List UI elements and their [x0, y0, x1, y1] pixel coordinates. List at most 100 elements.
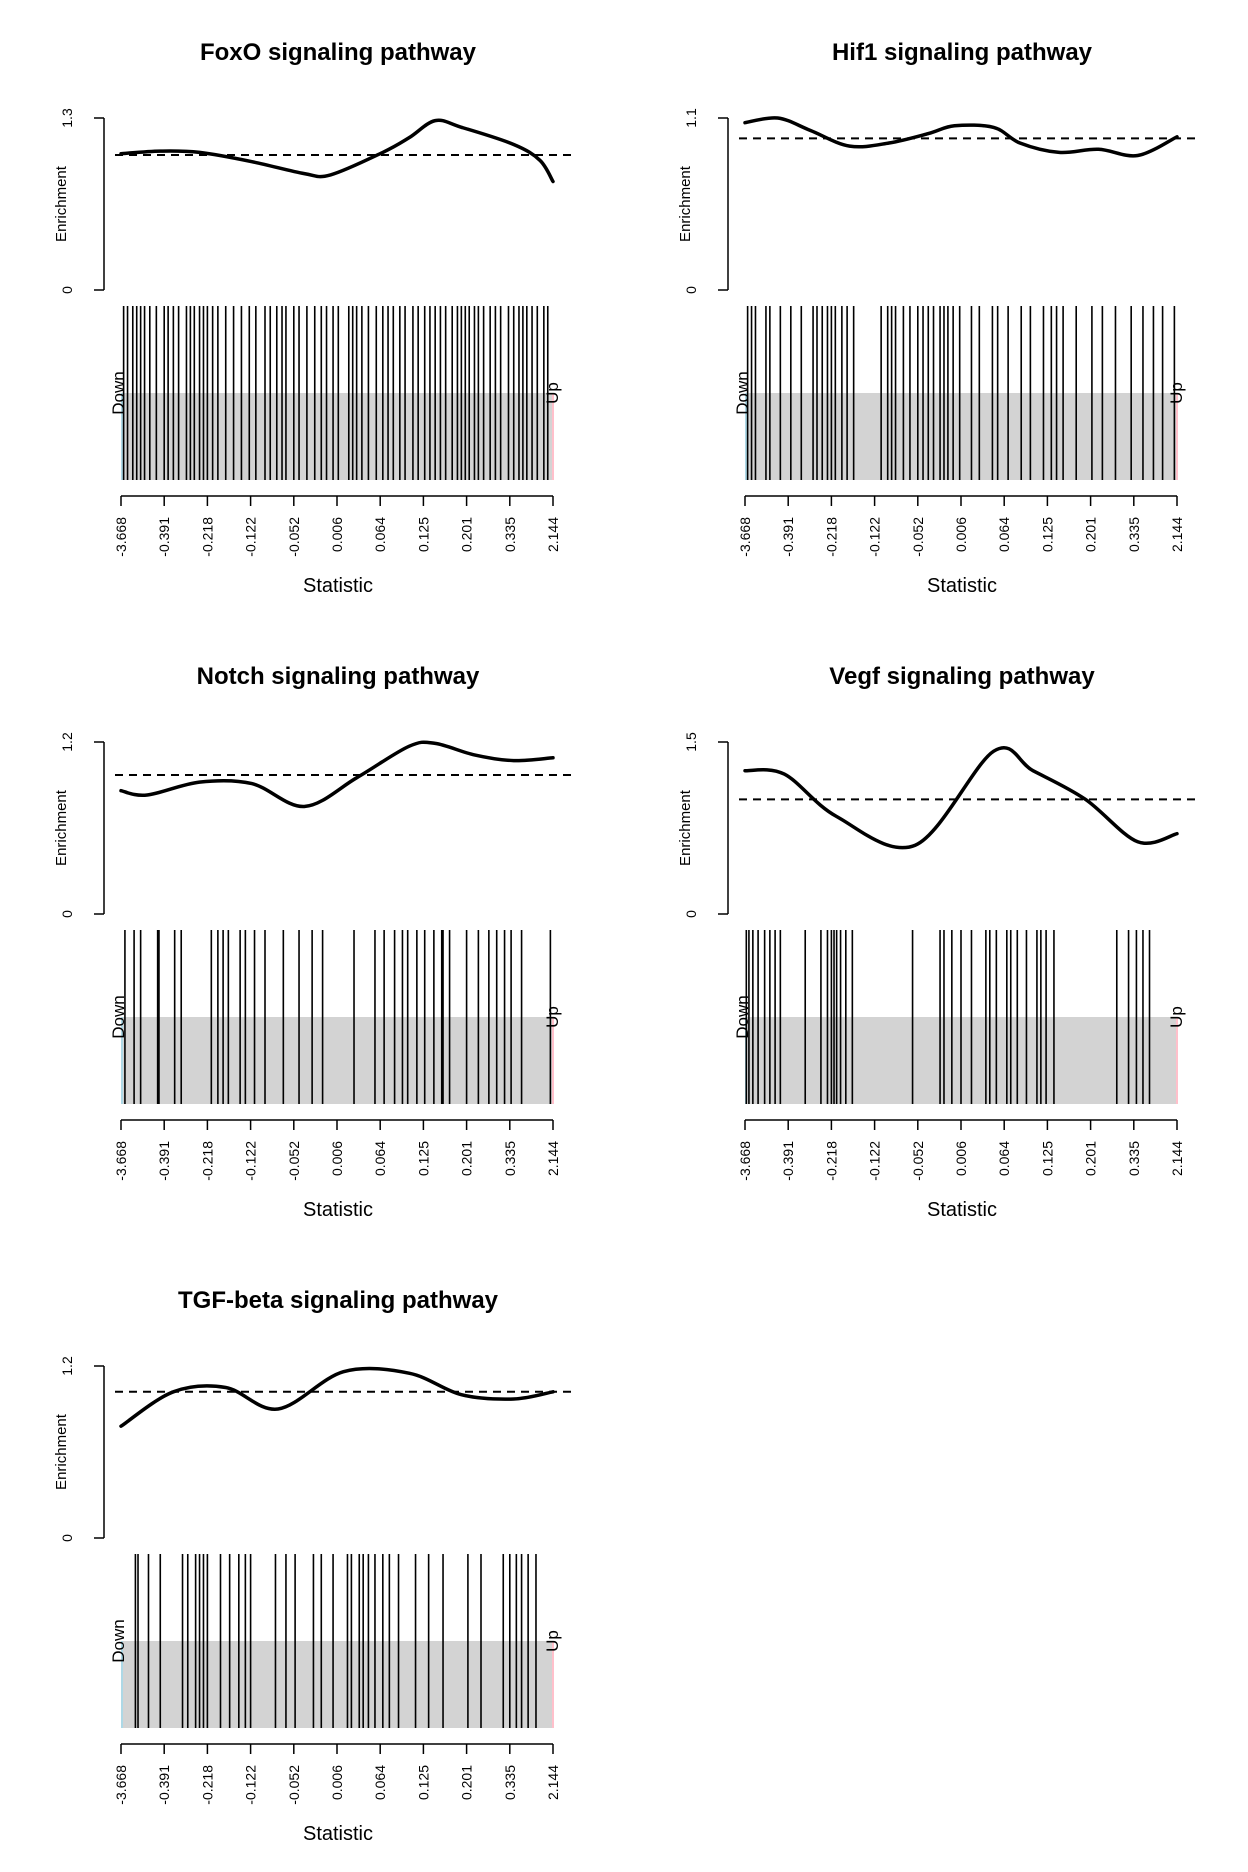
up-edge [1176, 1017, 1178, 1104]
up-label: Up [1167, 1006, 1186, 1028]
down-label: Down [109, 995, 128, 1038]
x-tick-label: -0.052 [910, 517, 926, 557]
y-tick-label: 1.2 [59, 1356, 75, 1376]
barcode-background [121, 1641, 553, 1728]
x-tick-label: -0.218 [199, 1141, 215, 1181]
barcode-background [121, 393, 553, 480]
enrichment-curve [119, 740, 555, 809]
x-tick-label: -0.218 [199, 517, 215, 557]
down-edge [121, 1641, 123, 1728]
x-tick-label: -0.218 [823, 1141, 839, 1181]
x-axis-label: Statistic [927, 1199, 997, 1221]
y-tick-label: 0 [59, 286, 75, 294]
x-axis-label: Statistic [303, 575, 373, 597]
x-tick-label: 0.125 [1039, 1141, 1055, 1176]
x-axis-label: Statistic [303, 1199, 373, 1221]
chart-title: Vegf signaling pathway [829, 663, 1095, 690]
chart-title: FoxO signaling pathway [200, 39, 477, 66]
x-tick-label: 0.064 [372, 1765, 388, 1800]
x-tick-label: 0.006 [329, 1765, 345, 1800]
x-tick-label: -0.218 [823, 517, 839, 557]
down-edge [121, 1017, 123, 1104]
y-tick-label: 1.5 [683, 732, 699, 752]
up-label: Up [543, 1006, 562, 1028]
x-tick-label: 0.335 [502, 1141, 518, 1176]
chart-panel: FoxO signaling pathway 0 1.3 Enrichment Down… [53, 39, 575, 597]
down-label: Down [109, 1619, 128, 1662]
enrichment-curve [119, 118, 555, 184]
barcode-background [121, 1017, 553, 1104]
x-tick-label: -0.391 [780, 1141, 796, 1181]
down-label: Down [733, 371, 752, 414]
x-tick-label: 0.335 [502, 1765, 518, 1800]
x-tick-label: 0.201 [459, 517, 475, 552]
x-tick-label: 0.006 [953, 517, 969, 552]
y-tick-label: 0 [683, 910, 699, 918]
up-label: Up [543, 1630, 562, 1652]
chart-panel: Vegf signaling pathway 0 1.5 Enrichment Down… [677, 663, 1199, 1221]
x-tick-label: 0.064 [372, 517, 388, 552]
chart-title: Hif1 signaling pathway [832, 39, 1093, 66]
chart-panel: TGF-beta signaling pathway 0 1.2 Enrichment… [53, 1287, 575, 1845]
down-edge [745, 393, 747, 480]
x-tick-label: 2.144 [545, 1765, 561, 1800]
enrichment-curve [119, 1366, 555, 1428]
up-edge [552, 1641, 554, 1728]
x-tick-label: 0.064 [372, 1141, 388, 1176]
y-tick-label: 1.3 [59, 108, 75, 128]
x-tick-label: -0.122 [243, 517, 259, 557]
y-tick-label: 0 [683, 286, 699, 294]
up-edge [552, 393, 554, 480]
x-tick-label: 2.144 [545, 517, 561, 552]
x-tick-label: 0.064 [996, 517, 1012, 552]
x-tick-label: 0.335 [502, 517, 518, 552]
x-tick-label: -0.122 [243, 1141, 259, 1181]
enrichment-curve [743, 116, 1179, 158]
x-tick-label: -0.391 [156, 1765, 172, 1805]
x-axis-label: Statistic [927, 575, 997, 597]
y-tick-label: 1.1 [683, 108, 699, 128]
x-tick-label: 0.064 [996, 1141, 1012, 1176]
x-tick-label: -0.122 [243, 1765, 259, 1805]
x-tick-label: -0.052 [286, 1765, 302, 1805]
x-tick-label: -0.391 [156, 517, 172, 557]
x-tick-label: 2.144 [1169, 517, 1185, 552]
x-tick-label: -0.052 [286, 517, 302, 557]
x-tick-label: 0.125 [415, 517, 431, 552]
x-tick-label: -0.391 [156, 1141, 172, 1181]
x-tick-label: 0.201 [459, 1141, 475, 1176]
x-tick-label: -3.668 [737, 517, 753, 557]
y-axis-label: Enrichment [677, 165, 694, 242]
x-tick-label: 0.125 [415, 1765, 431, 1800]
x-tick-label: 0.335 [1126, 1141, 1142, 1176]
down-edge [121, 393, 123, 480]
x-tick-label: 0.201 [1083, 517, 1099, 552]
barcode-background [745, 393, 1177, 480]
enrichment-curve [743, 745, 1179, 850]
chart-panel: Notch signaling pathway 0 1.2 Enrichment Dow… [53, 663, 575, 1221]
x-tick-label: -3.668 [113, 517, 129, 557]
x-axis-label: Statistic [303, 1823, 373, 1845]
x-tick-label: 2.144 [545, 1141, 561, 1176]
x-tick-label: -0.052 [286, 1141, 302, 1181]
y-axis-label: Enrichment [53, 1413, 70, 1490]
x-tick-label: -0.122 [867, 517, 883, 557]
up-label: Up [1167, 382, 1186, 404]
x-tick-label: 0.201 [459, 1765, 475, 1800]
y-axis-label: Enrichment [53, 165, 70, 242]
y-tick-label: 0 [59, 910, 75, 918]
y-axis-label: Enrichment [677, 789, 694, 866]
y-axis-label: Enrichment [53, 789, 70, 866]
chart-panel: Hif1 signaling pathway 0 1.1 Enrichment Down… [677, 39, 1199, 597]
x-tick-label: 0.006 [329, 1141, 345, 1176]
x-tick-label: 0.006 [329, 517, 345, 552]
x-tick-label: -0.391 [780, 517, 796, 557]
y-tick-label: 1.2 [59, 732, 75, 752]
x-tick-label: 0.006 [953, 1141, 969, 1176]
x-tick-label: -3.668 [737, 1141, 753, 1181]
up-edge [1176, 393, 1178, 480]
x-tick-label: -0.052 [910, 1141, 926, 1181]
x-tick-label: -0.122 [867, 1141, 883, 1181]
down-label: Down [109, 371, 128, 414]
